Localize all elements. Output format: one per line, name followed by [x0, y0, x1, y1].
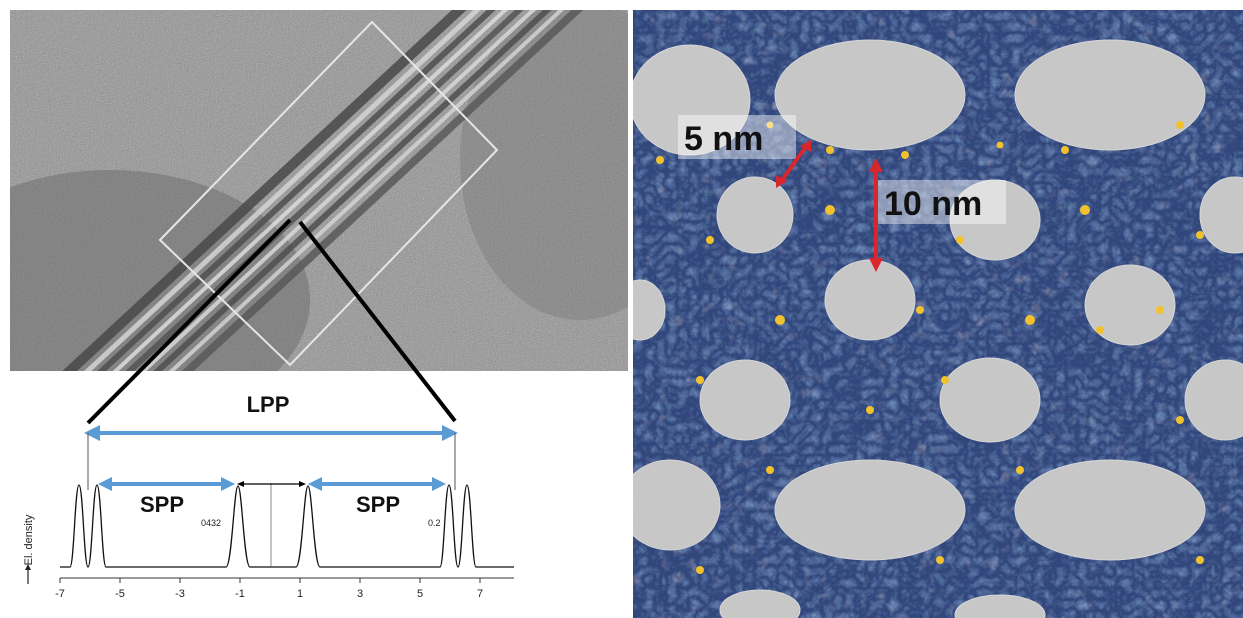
md-snapshot: 5 nm 10 nm	[633, 10, 1243, 618]
distance-label-10nm: 10 nm	[884, 185, 982, 223]
peak-label-left: 0432	[201, 518, 221, 528]
x-tick-label: -1	[235, 588, 245, 600]
measure-arrow-5nm	[778, 143, 809, 185]
x-tick-label: -5	[115, 588, 125, 600]
x-tick-label: 3	[357, 588, 363, 600]
y-axis-label: El. density	[23, 514, 35, 565]
density-curve	[60, 484, 514, 568]
headgroups	[656, 121, 1204, 574]
lpp-label: LPP	[247, 392, 290, 417]
zoom-line-left	[86, 218, 292, 425]
spp-right-label: SPP	[356, 492, 400, 517]
tem-micrograph	[10, 10, 628, 371]
x-ticks	[59, 578, 481, 583]
x-tick-label: 1	[297, 588, 303, 600]
selection-box	[158, 20, 499, 367]
spp-left-label: SPP	[140, 492, 184, 517]
x-tick-label: 7	[477, 588, 483, 600]
peak-label-right: 0.2	[428, 518, 441, 528]
x-tick-label: -3	[175, 588, 185, 600]
zoom-line-right	[298, 220, 457, 423]
distance-label-5nm: 5 nm	[684, 120, 763, 158]
x-tick-label: -7	[55, 588, 65, 600]
x-tick-label: 5	[417, 588, 423, 600]
density-plot: LPP SPP SPP 0432 0.2	[23, 392, 514, 600]
